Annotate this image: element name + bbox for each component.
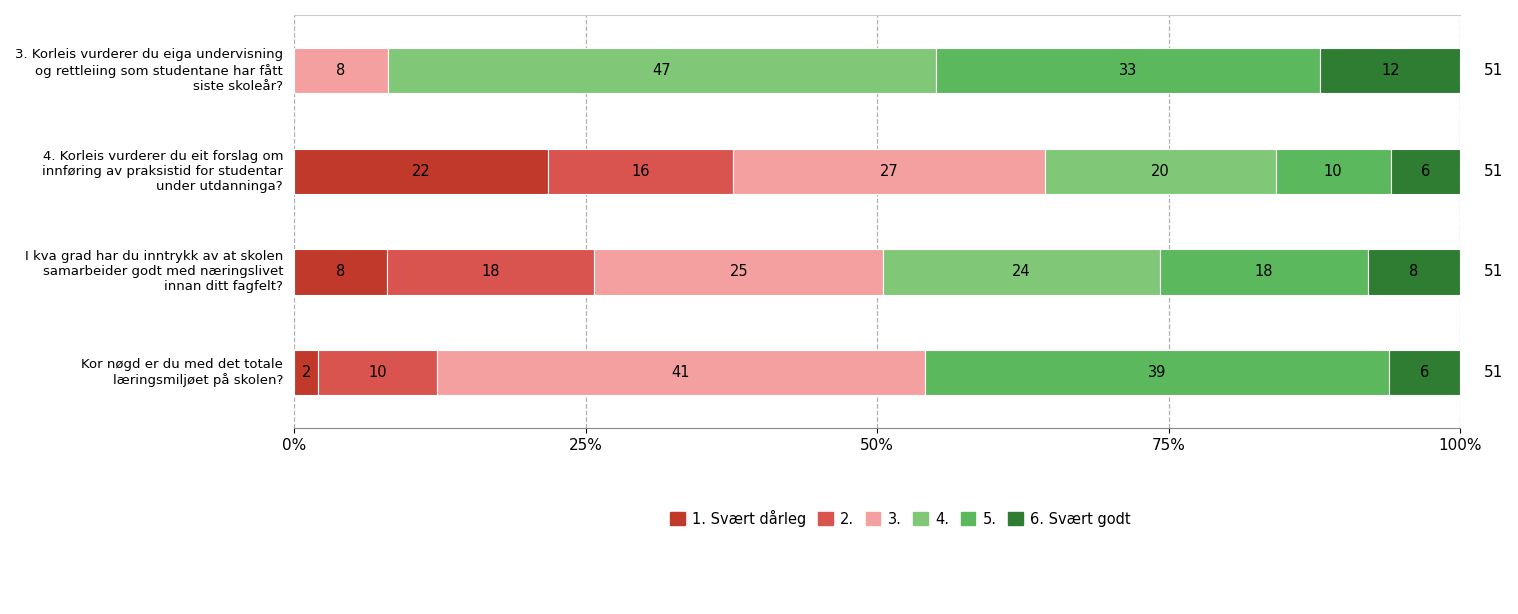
Bar [1275,149,1390,194]
Text: 24: 24 [1013,265,1031,279]
Bar [294,149,548,194]
Bar [294,48,387,93]
Text: 51: 51 [1483,265,1503,279]
Text: 41: 41 [671,365,691,380]
Text: 2: 2 [302,365,311,380]
Text: 6: 6 [1419,365,1428,380]
Bar [1321,48,1460,93]
Text: 8: 8 [335,265,345,279]
Text: 22: 22 [411,164,431,179]
Bar [1390,149,1460,194]
Bar [387,249,595,295]
Text: 25: 25 [729,265,748,279]
Bar [1160,249,1368,295]
Text: 10: 10 [1324,164,1342,179]
Bar [924,350,1389,395]
Bar [595,249,883,295]
Bar [437,350,924,395]
Bar [935,48,1321,93]
Bar [387,48,935,93]
Text: 51: 51 [1483,164,1503,179]
Text: 12: 12 [1381,63,1400,78]
Legend: 1. Svært dårleg, 2., 3., 4., 5., 6. Svært godt: 1. Svært dårleg, 2., 3., 4., 5., 6. Svær… [671,510,1131,527]
Text: 6: 6 [1421,164,1430,179]
Text: 47: 47 [653,63,671,78]
Bar [319,350,437,395]
Bar [1044,149,1275,194]
Text: 10: 10 [369,365,387,380]
Text: 51: 51 [1483,365,1503,380]
Bar [548,149,733,194]
Bar [883,249,1160,295]
Bar [1389,350,1460,395]
Text: 18: 18 [481,265,499,279]
Bar [294,249,387,295]
Bar [1368,249,1460,295]
Text: 39: 39 [1148,365,1166,380]
Text: 18: 18 [1255,265,1274,279]
Text: 33: 33 [1119,63,1137,78]
Bar [733,149,1044,194]
Text: 16: 16 [631,164,650,179]
Text: 8: 8 [1409,265,1419,279]
Text: 8: 8 [337,63,346,78]
Bar [294,350,319,395]
Text: 20: 20 [1151,164,1169,179]
Text: 51: 51 [1483,63,1503,78]
Text: 27: 27 [879,164,899,179]
